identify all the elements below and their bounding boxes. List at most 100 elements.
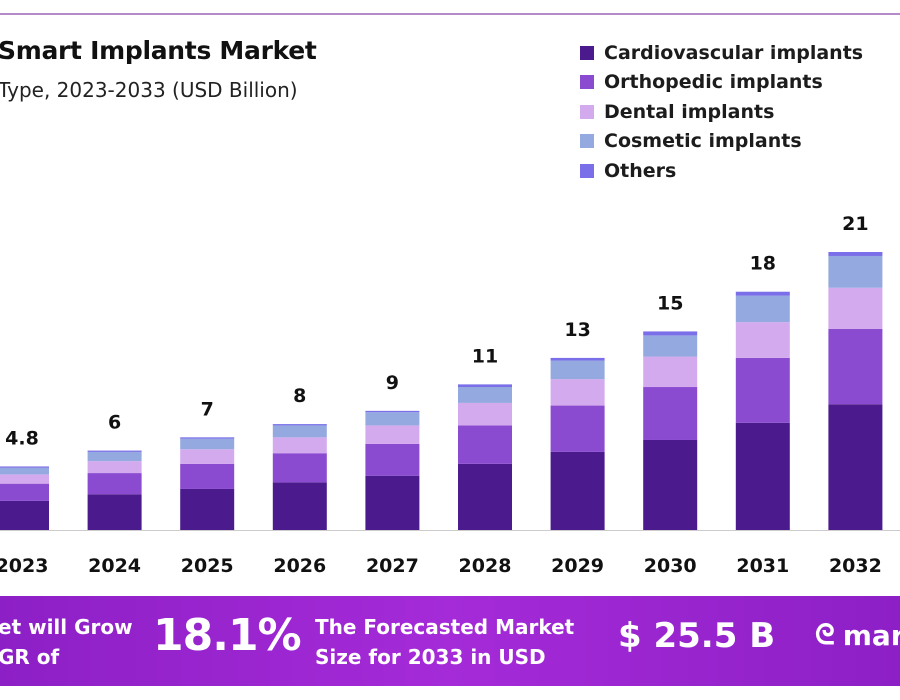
data-label: 11 bbox=[472, 345, 498, 367]
bar-segment bbox=[272, 437, 327, 454]
bar-segment bbox=[458, 463, 512, 530]
brand-logo: ᘓ mar bbox=[815, 618, 900, 652]
data-label: 15 bbox=[657, 292, 683, 314]
bar-segment bbox=[550, 405, 605, 452]
legend-label: Cosmetic implants bbox=[604, 130, 802, 153]
legend-swatch bbox=[580, 75, 594, 90]
bar-segment bbox=[180, 437, 235, 439]
bar-segment bbox=[735, 295, 790, 323]
legend-item-others: Others bbox=[580, 156, 863, 186]
bar-segment bbox=[365, 443, 420, 476]
bar-segment bbox=[272, 425, 327, 438]
data-label: 21 bbox=[842, 213, 868, 235]
cagr-caption-line1: et will Grow bbox=[0, 615, 133, 639]
bar-segment bbox=[550, 360, 605, 380]
bar-segment bbox=[643, 387, 698, 440]
bar-segment bbox=[180, 438, 235, 450]
x-tick-label: 2030 bbox=[644, 555, 697, 577]
bar-segment bbox=[272, 453, 327, 483]
bar-segment bbox=[735, 422, 790, 530]
bar-segment bbox=[550, 379, 605, 406]
bar-segment bbox=[87, 451, 142, 462]
forecast-caption-line2: Size for 2033 in USD bbox=[315, 645, 546, 669]
data-label: 6 bbox=[108, 412, 121, 434]
data-label: 8 bbox=[293, 385, 306, 407]
bar-segment bbox=[643, 356, 698, 388]
bar-segment bbox=[458, 402, 512, 426]
bar-segment bbox=[180, 488, 235, 530]
legend-swatch bbox=[580, 134, 594, 149]
legend-label: Cardiovascular implants bbox=[604, 41, 864, 64]
cagr-value: 18.1% bbox=[153, 610, 302, 661]
x-tick-label: 2023 bbox=[0, 555, 48, 577]
bar-segment bbox=[550, 451, 605, 530]
bar-segment bbox=[0, 474, 49, 484]
cagr-caption: et will Grow GR of bbox=[0, 612, 133, 672]
logo-text: mar bbox=[842, 618, 900, 652]
forecast-caption: The Forecasted Market Size for 2033 in US… bbox=[315, 612, 574, 672]
bar-segment bbox=[180, 449, 235, 464]
bar-segment bbox=[0, 466, 49, 468]
bar-segment bbox=[365, 425, 420, 444]
bar-segment bbox=[458, 425, 512, 464]
data-label: 4.8 bbox=[5, 427, 39, 449]
bar-segment bbox=[365, 410, 420, 413]
bar-segment bbox=[365, 412, 420, 426]
x-tick-label: 2026 bbox=[273, 555, 326, 577]
legend-swatch bbox=[580, 104, 594, 119]
bar-segment bbox=[458, 387, 512, 403]
legend-swatch bbox=[580, 45, 594, 60]
legend-label: Dental implants bbox=[604, 100, 775, 123]
bar-segment bbox=[735, 322, 790, 358]
bar-segment bbox=[735, 291, 790, 296]
bar-segment bbox=[643, 439, 698, 530]
market-size-value: $ 25.5 B bbox=[618, 616, 776, 656]
forecast-caption-line1: The Forecasted Market bbox=[315, 615, 575, 639]
bar-segment bbox=[550, 357, 605, 361]
bar-segment bbox=[365, 475, 420, 530]
x-tick-label: 2027 bbox=[366, 555, 419, 577]
x-tick-label: 2025 bbox=[181, 555, 234, 577]
bar-segment bbox=[828, 252, 883, 256]
bar-segment bbox=[180, 463, 235, 489]
bar-segment bbox=[87, 494, 142, 530]
bar-segment bbox=[272, 482, 327, 530]
legend-item-cosmetic: Cosmetic implants bbox=[580, 127, 863, 157]
legend-item-cardiovascular: Cardiovascular implants bbox=[580, 38, 863, 68]
bar-segment bbox=[643, 331, 698, 336]
bar-segment bbox=[828, 287, 883, 329]
bar-segment bbox=[0, 483, 49, 501]
bar-segment bbox=[828, 255, 883, 288]
bar-segment bbox=[272, 424, 327, 426]
bar-segment bbox=[0, 500, 49, 530]
x-tick-label: 2024 bbox=[88, 555, 141, 577]
chart-subtitle: Type, 2023-2033 (USD Billion) bbox=[0, 78, 298, 102]
bar-segment bbox=[87, 461, 142, 474]
legend-label: Others bbox=[604, 159, 677, 182]
x-tick-label: 2032 bbox=[829, 555, 882, 577]
legend-item-dental: Dental implants bbox=[580, 97, 863, 127]
bar-segment bbox=[828, 328, 883, 405]
bar-segment bbox=[643, 335, 698, 357]
legend-swatch bbox=[580, 163, 594, 178]
cagr-caption-line2: GR of bbox=[0, 645, 60, 669]
bar-segment bbox=[0, 467, 49, 475]
chart-title: Smart Implants Market bbox=[0, 36, 317, 65]
bar-segment bbox=[87, 450, 142, 452]
data-label: 18 bbox=[750, 253, 776, 275]
x-tick-label: 2029 bbox=[551, 555, 604, 577]
logo-icon: ᘓ bbox=[815, 618, 835, 651]
summary-banner: et will Grow GR of 18.1% The Forecasted M… bbox=[0, 596, 900, 686]
bar-segment bbox=[828, 404, 883, 530]
x-tick-label: 2031 bbox=[736, 555, 789, 577]
top-divider bbox=[0, 13, 900, 15]
data-label: 7 bbox=[201, 398, 214, 420]
legend: Cardiovascular implants Orthopedic impla… bbox=[580, 38, 863, 186]
bar-segment bbox=[458, 384, 512, 388]
legend-label: Orthopedic implants bbox=[604, 71, 823, 94]
bar-segment bbox=[735, 357, 790, 423]
bar-chart: 4.8 2023 6 2024 7 2025 8 2026 9 2027 11 2028 13 2029 1… bbox=[0, 213, 900, 577]
x-tick-label: 2028 bbox=[459, 555, 512, 577]
bar-segment bbox=[87, 473, 142, 495]
legend-item-orthopedic: Orthopedic implants bbox=[580, 68, 863, 98]
